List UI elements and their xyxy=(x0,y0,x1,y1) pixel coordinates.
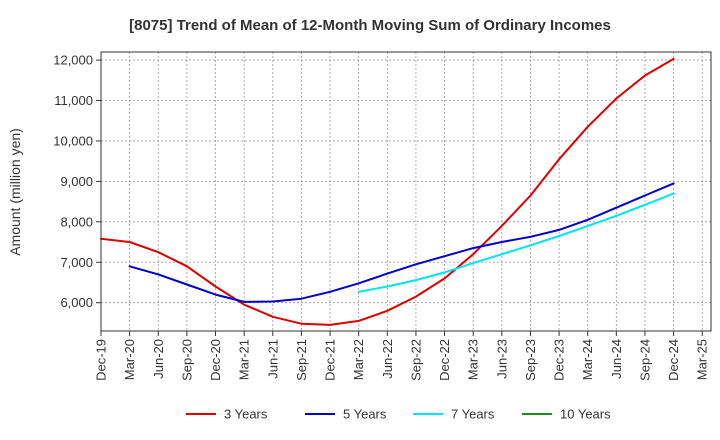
x-tick-label: Jun-20 xyxy=(151,339,166,379)
x-tick-label: Dec-20 xyxy=(208,339,223,381)
x-tick-label: Sep-21 xyxy=(294,339,309,381)
x-tick-label: Jun-22 xyxy=(380,339,395,379)
x-tick-label: Sep-24 xyxy=(637,339,652,381)
series-lines xyxy=(100,57,675,326)
series-line-7-years xyxy=(357,192,675,293)
legend-label: 7 Years xyxy=(451,407,495,422)
y-tick-label: 8,000 xyxy=(60,214,93,229)
x-tick-label: Mar-20 xyxy=(122,339,137,380)
legend-label: 5 Years xyxy=(343,407,387,422)
x-tick-label: Sep-23 xyxy=(523,339,538,381)
grid xyxy=(101,52,711,331)
chart-title: [8075] Trend of Mean of 12-Month Moving … xyxy=(129,17,611,34)
y-ticks: 6,000 7,000 8,000 9,000 10,000 11,000 12,000 xyxy=(53,53,101,310)
x-tick-label: Jun-24 xyxy=(609,339,624,379)
y-tick-label: 6,000 xyxy=(60,295,93,310)
x-tick-label: Mar-22 xyxy=(351,339,366,380)
series-line-5-years xyxy=(128,182,675,303)
legend-label: 3 Years xyxy=(224,407,268,422)
x-tick-label: Jun-21 xyxy=(265,339,280,379)
x-tick-label: Mar-24 xyxy=(580,339,595,380)
x-tick-label: Dec-23 xyxy=(552,339,567,381)
y-tick-label: 7,000 xyxy=(60,255,93,270)
legend-label: 10 Years xyxy=(560,407,611,422)
x-ticks: Dec-19 Mar-20 Jun-20 Sep-20 Dec-20 Mar-21 Jun-… xyxy=(94,331,710,381)
x-tick-label: Mar-23 xyxy=(466,339,481,380)
y-tick-label: 12,000 xyxy=(53,53,93,68)
x-tick-label: Mar-25 xyxy=(695,339,710,380)
y-tick-label: 11,000 xyxy=(54,93,93,108)
y-tick-label: 10,000 xyxy=(53,133,93,148)
plot-frame xyxy=(100,51,712,332)
x-tick-label: Dec-24 xyxy=(666,339,681,381)
x-tick-label: Mar-21 xyxy=(237,339,252,380)
x-tick-label: Sep-22 xyxy=(408,339,423,381)
series-line-3-years xyxy=(100,57,675,326)
x-tick-label: Jun-23 xyxy=(494,339,509,379)
x-tick-label: Dec-21 xyxy=(323,339,338,381)
legend: 3 Years 5 Years 7 Years 10 Years xyxy=(186,407,611,422)
x-tick-label: Dec-19 xyxy=(94,339,109,381)
y-axis-label: Amount (million yen) xyxy=(7,128,23,256)
x-tick-label: Sep-20 xyxy=(179,339,194,381)
y-tick-label: 9,000 xyxy=(60,174,93,189)
x-tick-label: Dec-22 xyxy=(437,339,452,381)
